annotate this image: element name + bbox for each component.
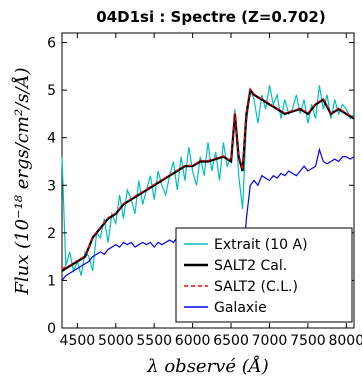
chart-title: 04D1si : Spectre (Z=0.702) (96, 8, 325, 26)
x-tick-label: 7000 (252, 333, 288, 349)
y-tick-label: 1 (47, 273, 56, 289)
y-tick-label: 5 (47, 83, 56, 99)
y-axis-label: Flux (10⁻¹⁸ ergs/cm²/s/Å) (11, 67, 33, 295)
y-tick-label: 6 (47, 36, 56, 52)
y-tick-label: 4 (47, 131, 56, 147)
x-tick-label: 4500 (60, 333, 96, 349)
legend-label-2: SALT2 (C.L.) (214, 279, 298, 295)
x-tick-label: 7500 (290, 333, 326, 349)
y-tick-label: 0 (47, 321, 56, 337)
x-axis-label: λ observé (Å) (146, 355, 269, 377)
legend-items: Extrait (10 A) SALT2 Cal. SALT2 (C.L.) Gala… (184, 237, 308, 316)
y-tick-label: 2 (47, 226, 56, 242)
x-tick-label: 5000 (98, 333, 134, 349)
legend-label-1: SALT2 Cal. (214, 258, 287, 274)
x-tick-label: 8000 (328, 333, 362, 349)
x-tick-label: 6000 (175, 333, 211, 349)
series-line-1 (61, 87, 355, 272)
y-tick-label: 3 (47, 178, 56, 194)
series-line-2 (61, 87, 355, 270)
legend: Extrait (10 A) SALT2 Cal. SALT2 (C.L.) Gala… (175, 227, 353, 323)
x-tick-label: 6500 (213, 333, 249, 349)
x-tick-label: 5500 (136, 333, 172, 349)
series-line-0 (61, 85, 355, 276)
legend-label-0: Extrait (10 A) (214, 237, 308, 253)
legend-label-3: Galaxie (214, 300, 267, 316)
tick-layer: 4500 5000 5500 6000 6500 7000 7500 8000 0 1 2 3 4 5 6 (47, 33, 362, 349)
